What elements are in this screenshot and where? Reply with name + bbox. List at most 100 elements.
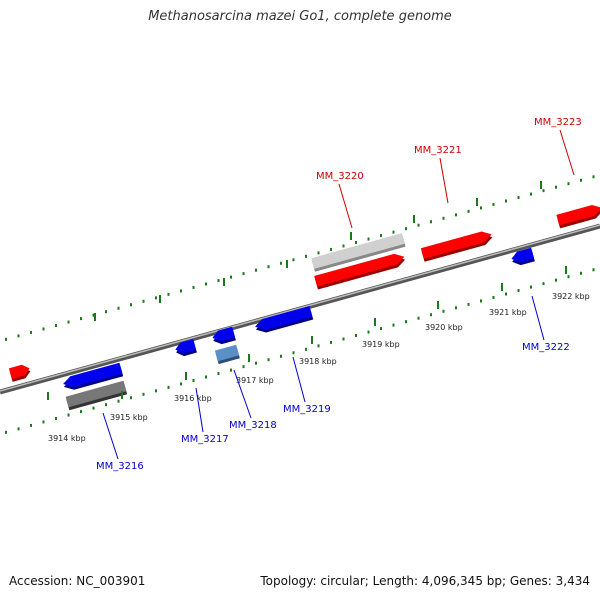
gene-body [65, 380, 127, 408]
gene-body [511, 247, 535, 263]
gene-body [314, 253, 405, 287]
track-dot [442, 216, 445, 220]
label-leader-line [292, 356, 306, 403]
gene-arrow [212, 326, 236, 345]
label-leader-line [559, 129, 575, 176]
gene-label: MM_3221 [414, 145, 462, 156]
gene-body [311, 233, 405, 269]
track-dot [305, 347, 307, 351]
track-dot [467, 209, 470, 213]
track-dot [555, 278, 557, 282]
track-dot [455, 306, 457, 310]
track-dot [217, 279, 220, 283]
track-dot [180, 382, 182, 386]
scale-tick [286, 260, 288, 268]
genome-summary-text: Topology: circular; Length: 4,096,345 bp… [260, 574, 590, 588]
track-dot [492, 295, 495, 299]
track-dot [480, 299, 482, 303]
track-dot [280, 261, 282, 265]
track-dot [517, 289, 520, 293]
gene-body [556, 204, 600, 226]
track-dot [117, 399, 120, 403]
scale-tick [413, 215, 415, 223]
scale-tick [185, 372, 187, 380]
scale-tick [565, 266, 567, 274]
track-dot [142, 299, 145, 303]
tick-label: 3919 kbp [362, 340, 400, 349]
label-leader-line [439, 157, 449, 204]
gene-features [8, 204, 600, 411]
gene-feature-box [65, 380, 128, 411]
track-dot [217, 372, 220, 376]
track-dot [167, 292, 170, 296]
track-dot [305, 254, 307, 258]
track-dot [167, 385, 170, 389]
track-dot [292, 351, 295, 355]
gene-arrow [63, 362, 124, 390]
track-dot [205, 282, 207, 286]
tick-label: 3920 kbp [425, 323, 463, 332]
track-dot [67, 320, 70, 324]
track-dot [330, 340, 332, 344]
gene-label: MM_3220 [316, 171, 364, 182]
track-dot [380, 234, 382, 238]
track-dot [380, 327, 382, 331]
tick-label: 3921 kbp [489, 308, 527, 317]
track-dot [230, 275, 232, 279]
gene-arrow [214, 344, 240, 365]
track-dot [417, 223, 420, 227]
label-leader-line [531, 295, 545, 341]
scale-tick [501, 283, 503, 291]
gene-feature-box [8, 364, 31, 382]
scale-tick [476, 198, 478, 206]
track-dot [255, 361, 257, 365]
scale-tick [350, 232, 352, 240]
label-leader-line [195, 387, 204, 433]
track-dot [117, 306, 120, 310]
tick-label: 3915 kbp [110, 413, 148, 422]
scale-tick [159, 295, 161, 303]
track-dot [480, 206, 482, 210]
track-dot [255, 268, 257, 272]
gene-body [214, 344, 240, 362]
track-dot [30, 423, 32, 427]
track-dot [492, 202, 495, 206]
gene-label: MM_3223 [534, 117, 582, 128]
track-dot [292, 258, 295, 262]
gene-body [175, 339, 197, 354]
scale-tick [374, 318, 376, 326]
track-dot [130, 396, 132, 400]
track-dot [392, 323, 395, 327]
track-dot [155, 389, 157, 393]
gene-body [255, 305, 313, 330]
tick-label: 3922 kbp [552, 292, 590, 301]
track-dot [555, 185, 557, 189]
label-leader-line [233, 369, 252, 419]
scale-tick [94, 313, 96, 321]
gene-body [63, 362, 123, 387]
track-dot [155, 296, 157, 300]
track-dot [580, 271, 582, 275]
gene-body [212, 326, 236, 342]
track-dot [230, 368, 232, 372]
scale-tick [121, 391, 123, 399]
track-dot [405, 320, 407, 324]
track-dot [42, 420, 45, 424]
track-dot [267, 358, 270, 362]
track-dot [542, 282, 545, 286]
gene-arrow [314, 253, 406, 290]
tick-label: 3916 kbp [174, 394, 212, 403]
gene-label: MM_3217 [181, 434, 229, 445]
map-title: Methanosarcina mazei Go1, complete genom… [148, 9, 452, 24]
track-dot [542, 189, 545, 193]
track-dot [505, 292, 507, 296]
track-dot [55, 324, 57, 328]
gene-arrow [556, 204, 600, 229]
gene-body [8, 364, 30, 379]
track-dot [430, 313, 432, 317]
track-dot [592, 175, 595, 179]
accession-text: Accession: NC_003901 [9, 574, 146, 588]
track-dot [80, 410, 82, 414]
track-dot [30, 330, 32, 334]
